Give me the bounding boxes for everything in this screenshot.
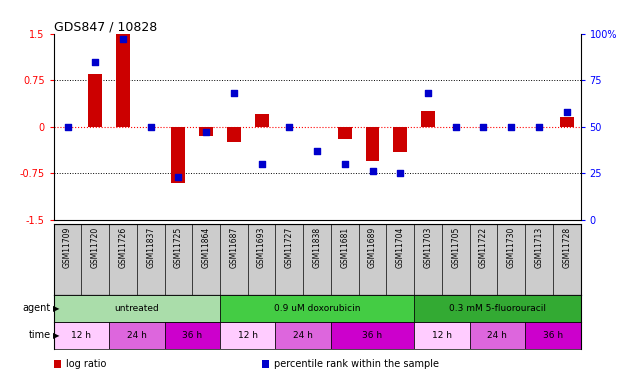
Text: 12 h: 12 h [71,331,91,340]
Bar [338,127,351,139]
Text: GSM11713: GSM11713 [534,227,543,268]
Text: ▶: ▶ [53,331,59,340]
Bar [54,322,109,349]
Text: GSM11837: GSM11837 [146,227,155,268]
Text: percentile rank within the sample: percentile rank within the sample [274,358,439,369]
Bar [414,322,469,349]
Point [339,161,350,167]
Text: GSM11689: GSM11689 [368,227,377,268]
Point [312,148,322,154]
Text: GSM11704: GSM11704 [396,227,404,268]
Bar [393,127,407,152]
Bar [220,322,276,349]
Text: GSM11838: GSM11838 [312,227,322,268]
Text: GSM11726: GSM11726 [119,227,127,268]
Point [478,124,488,130]
Text: GSM11864: GSM11864 [202,227,211,268]
Text: GSM11730: GSM11730 [507,227,516,268]
Text: GSM11720: GSM11720 [91,227,100,268]
Point [229,90,239,96]
Point [367,168,377,174]
Text: time: time [28,330,50,340]
Text: 36 h: 36 h [543,331,563,340]
Text: 24 h: 24 h [127,331,147,340]
Text: 36 h: 36 h [182,331,203,340]
Text: 24 h: 24 h [487,331,507,340]
Text: 24 h: 24 h [293,331,313,340]
Point [534,124,544,130]
Bar [255,114,269,127]
Bar [331,322,414,349]
Text: untreated: untreated [114,304,159,313]
Point [451,124,461,130]
Bar [469,322,525,349]
Bar [172,127,186,183]
Point [423,90,433,96]
Bar [54,295,220,322]
Text: GSM11693: GSM11693 [257,227,266,268]
Text: GSM11681: GSM11681 [340,227,350,268]
Point [62,124,73,130]
Text: log ratio: log ratio [66,358,107,369]
Bar [560,117,574,127]
Text: agent: agent [22,303,50,313]
Text: GSM11728: GSM11728 [562,227,571,268]
Bar [276,322,331,349]
Bar [365,127,379,161]
Bar [421,111,435,127]
Text: 0.9 uM doxorubicin: 0.9 uM doxorubicin [274,304,360,313]
Text: ▶: ▶ [53,304,59,313]
Bar [227,127,241,142]
Point [174,174,184,180]
Text: 36 h: 36 h [362,331,382,340]
Point [201,129,211,135]
Point [257,161,267,167]
Text: GSM11705: GSM11705 [451,227,460,268]
Text: GSM11703: GSM11703 [423,227,432,268]
Point [90,58,100,64]
Bar [220,295,414,322]
Point [395,170,405,176]
Text: 12 h: 12 h [238,331,257,340]
Text: GDS847 / 10828: GDS847 / 10828 [54,21,157,34]
Text: GSM11727: GSM11727 [285,227,294,268]
Bar [525,322,581,349]
Bar [165,322,220,349]
Point [285,124,295,130]
Point [562,109,572,115]
Bar [109,322,165,349]
Point [146,124,156,130]
Point [506,124,516,130]
Text: 12 h: 12 h [432,331,452,340]
Bar [199,127,213,136]
Bar [116,34,130,127]
Text: GSM11722: GSM11722 [479,227,488,268]
Text: GSM11725: GSM11725 [174,227,183,268]
Text: 0.3 mM 5-fluorouracil: 0.3 mM 5-fluorouracil [449,304,546,313]
Text: GSM11709: GSM11709 [63,227,72,268]
Point [118,36,128,42]
Bar [414,295,581,322]
Text: GSM11687: GSM11687 [230,227,239,268]
Bar [88,74,102,127]
